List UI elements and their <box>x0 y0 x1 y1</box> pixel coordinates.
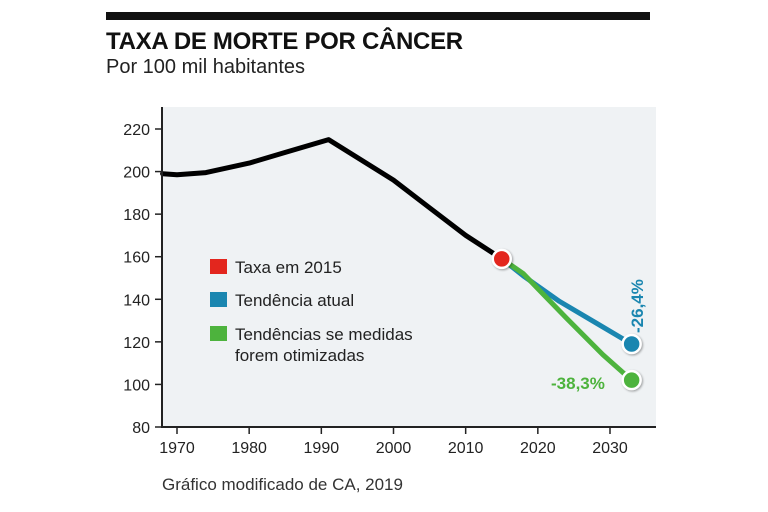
legend-label-current-trend: Tendência atual <box>235 291 354 310</box>
y-tick-label: 120 <box>123 335 150 352</box>
legend-swatch-current-trend <box>210 292 227 307</box>
y-tick-label: 180 <box>123 207 150 224</box>
legend-swatch-optimized-trend <box>210 326 227 341</box>
marker-current-trend-end <box>621 333 642 355</box>
y-tick-label: 140 <box>123 292 150 309</box>
plot-background <box>162 107 656 427</box>
top-rule <box>106 12 650 20</box>
annotation-optimized-trend-change: -38,3% <box>551 374 605 393</box>
series-line-historical <box>160 137 505 262</box>
y-tick-label: 200 <box>123 165 150 182</box>
y-tick-label: 160 <box>123 250 150 267</box>
annotation-current-trend-change: -26,4% <box>628 279 647 333</box>
series-line-optimized-trend <box>499 256 635 383</box>
source-note: Gráfico modificado de CA, 2019 <box>162 475 403 494</box>
legend: Taxa em 2015 Tendência atual Tendências … <box>210 258 413 365</box>
y-tick-label: 100 <box>123 377 150 394</box>
x-tick-label: 1980 <box>231 440 267 457</box>
y-tick-label: 220 <box>123 122 150 139</box>
y-tick-label: 80 <box>132 420 150 437</box>
legend-label-optimized-line2: forem otimizadas <box>235 346 364 365</box>
chart-title: TAXA DE MORTE POR CÂNCER <box>106 28 463 55</box>
x-tick-label: 2010 <box>448 440 484 457</box>
x-tick-label: 1990 <box>304 440 340 457</box>
legend-swatch-2015 <box>210 259 227 274</box>
legend-label-2015: Taxa em 2015 <box>235 258 342 277</box>
x-tick-label: 1970 <box>159 440 195 457</box>
x-tick-label: 2020 <box>520 440 556 457</box>
chart-subtitle: Por 100 mil habitantes <box>106 56 306 78</box>
marker-optimized-trend-end <box>621 369 642 391</box>
x-tick-label: 2030 <box>592 440 628 457</box>
legend-label-optimized-line1: Tendências se medidas <box>235 325 413 344</box>
marker-2015 <box>491 248 512 270</box>
x-tick-label: 2000 <box>376 440 412 457</box>
